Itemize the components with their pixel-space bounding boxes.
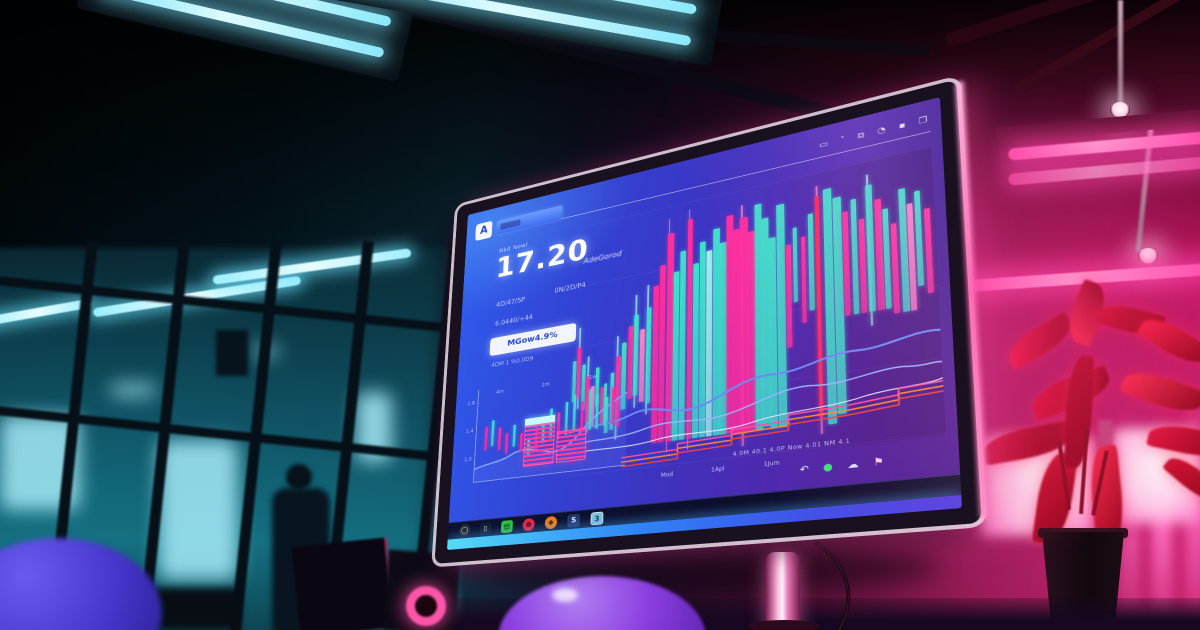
- teal-app-icon[interactable]: 3: [590, 511, 604, 526]
- file-icon[interactable]: ⧉: [857, 130, 865, 142]
- x-axis-label: 1Apl: [711, 465, 725, 474]
- volume-block: [523, 420, 555, 467]
- green-app-icon[interactable]: ▤: [500, 519, 513, 534]
- files-icon[interactable]: ▯: [479, 521, 492, 536]
- chart-bar: [587, 388, 592, 430]
- browser-icon[interactable]: ◯: [458, 523, 471, 537]
- webcam-ring-light: [406, 586, 446, 626]
- sub-axis-tick: 1.4: [465, 428, 474, 435]
- flag-icon[interactable]: ⚑: [873, 456, 885, 469]
- cloud-icon[interactable]: ☁: [847, 459, 859, 472]
- chart-bar: [483, 426, 488, 451]
- sub-axis-tick: 1.0: [463, 456, 472, 464]
- monitor-stand-pole: [766, 552, 800, 630]
- chair-highlight: [552, 588, 578, 602]
- chart-bar: [611, 387, 615, 425]
- chart-bar: [498, 427, 502, 451]
- undo-arrow-icon[interactable]: ↶: [799, 464, 809, 477]
- laptop-silhouette: [291, 537, 397, 630]
- person-head: [286, 464, 312, 490]
- chart-bar: [504, 432, 509, 454]
- search-input[interactable]: [496, 205, 563, 235]
- pendant-lamp-bulb: [1110, 102, 1130, 118]
- chart-bar: [519, 432, 523, 453]
- quote-stat: 4D/47/5P: [495, 295, 526, 309]
- app-logo-icon[interactable]: A: [475, 220, 493, 242]
- red-app-icon[interactable]: ●: [522, 517, 535, 532]
- monitor-stand-base: [748, 620, 820, 630]
- minimize-icon[interactable]: ▭: [819, 139, 828, 151]
- volume-block: [555, 428, 587, 463]
- navy-app-icon[interactable]: S: [567, 513, 581, 528]
- dot-icon[interactable]: ▪: [898, 120, 906, 132]
- quote-footnote: 4DM 1 %0.0D9: [491, 354, 534, 369]
- x-axis-label: 1Jum: [763, 459, 780, 469]
- sub-axis-tick: 1.8: [467, 400, 476, 408]
- chart-bar: [603, 382, 608, 426]
- pendant-lamp-stem: [1118, 0, 1123, 104]
- quote-action-button[interactable]: MGow4.9%: [489, 322, 577, 357]
- chart-bar: [595, 393, 600, 429]
- wall-monitor-silhouette: [216, 330, 248, 376]
- pendant-lamp-bulb: [1138, 248, 1158, 264]
- sub-chart: 1.8 1.4 1.0 4m 1m 1w: [464, 366, 627, 483]
- x-axis-label: Mod: [660, 471, 674, 479]
- restore-window-icon[interactable]: ❐: [918, 115, 928, 127]
- quote-stat: 6.0440/+44: [494, 313, 533, 328]
- status-dot-icon[interactable]: ●: [823, 461, 833, 474]
- dropdown-icon[interactable]: ˅: [840, 135, 846, 146]
- chart-bar: [512, 424, 516, 448]
- clock-icon[interactable]: ◔: [876, 125, 886, 137]
- search-text-ghost: [500, 219, 521, 230]
- power-cable: [813, 540, 851, 630]
- chart-bar: [572, 395, 577, 432]
- chart-corner-toolbar: ↶ ● ☁ ⚑: [800, 456, 884, 477]
- glass-glow: [158, 440, 238, 580]
- chart-bar: [491, 420, 495, 447]
- orange-app-icon[interactable]: ◆: [544, 515, 558, 530]
- ceiling-light-reflection: [110, 382, 156, 398]
- sub-axis-tick: 1w: [588, 373, 597, 381]
